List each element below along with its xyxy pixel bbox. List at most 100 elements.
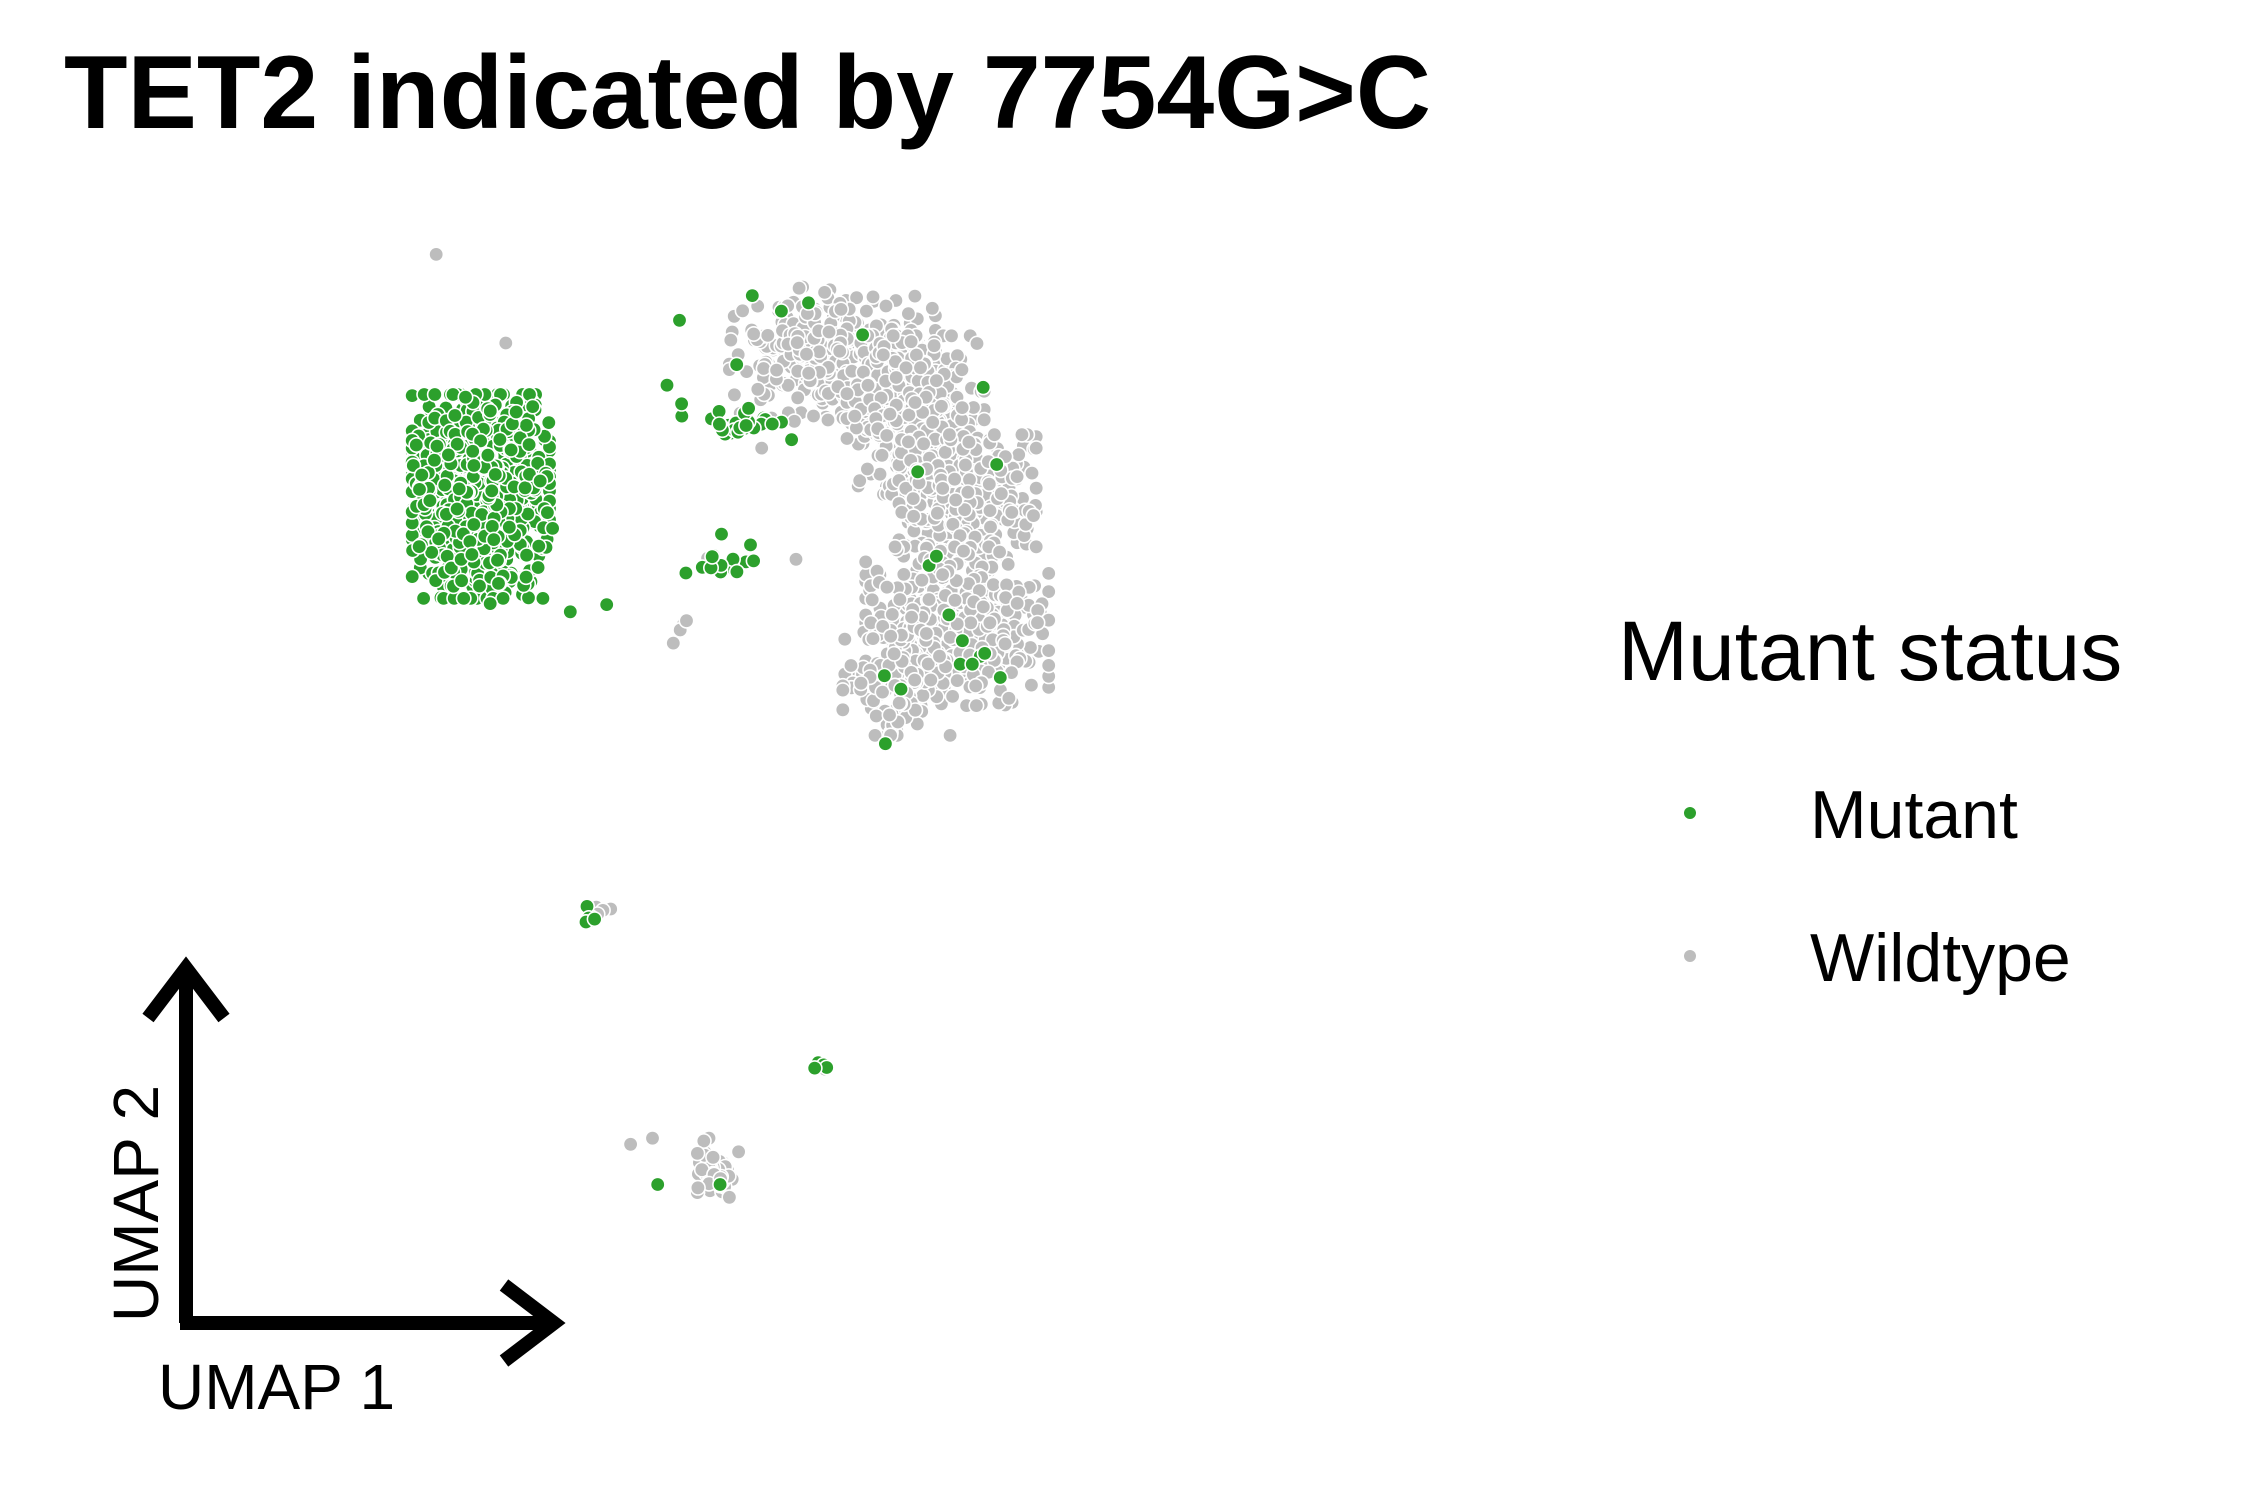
mutant-point <box>411 481 428 498</box>
wildtype-point <box>891 694 908 711</box>
mutant-point <box>482 595 499 612</box>
wildtype-point <box>886 538 903 555</box>
wildtype-point <box>428 246 445 263</box>
mutant-point <box>876 667 893 684</box>
mutant-point <box>649 1176 666 1193</box>
mutant-point <box>975 379 992 396</box>
wildtype-point <box>1009 468 1026 485</box>
mutant-point <box>426 452 443 469</box>
wildtype-point <box>968 697 985 714</box>
wildtype-point <box>886 645 903 662</box>
wildtype-point <box>832 301 849 318</box>
mutant-point <box>928 548 945 565</box>
mutant-point <box>740 400 757 417</box>
wildtype-point <box>903 609 920 626</box>
wildtype-point <box>1003 504 1020 521</box>
legend-key-mutant <box>1684 807 1696 819</box>
wildtype-point <box>798 346 815 363</box>
wildtype-point <box>689 1179 706 1196</box>
wildtype-point <box>800 365 817 382</box>
mutant-point <box>530 559 547 576</box>
wildtype-point <box>1000 556 1017 573</box>
mutant-point <box>411 538 428 555</box>
wildtype-point <box>882 628 899 645</box>
wildtype-point <box>1010 446 1027 463</box>
mutant-point <box>992 669 1009 686</box>
mutant-point <box>742 536 759 553</box>
mutant-point <box>539 504 556 521</box>
mutant-point <box>800 294 817 311</box>
wildtype-point <box>864 288 881 305</box>
wildtype-point <box>745 325 762 342</box>
mutant-point <box>530 538 547 555</box>
wildtype-point <box>884 606 901 623</box>
mutant-point <box>464 443 481 460</box>
wildtype-point <box>944 516 961 533</box>
mutant-point <box>745 552 762 569</box>
chart-title: TET2 indicated by 7754G>C <box>64 35 1431 151</box>
wildtype-point <box>924 414 941 431</box>
wildtype-point <box>497 334 514 351</box>
wildtype-point <box>873 447 890 464</box>
wildtype-point <box>956 501 973 518</box>
wildtype-point <box>981 502 998 519</box>
plot-area <box>404 246 1057 1206</box>
wildtype-point <box>789 334 806 351</box>
wildtype-point <box>1024 465 1041 482</box>
wildtype-point <box>1040 642 1057 659</box>
mutant-point <box>479 447 496 464</box>
mutant-point <box>518 547 535 564</box>
wildtype-point <box>913 572 930 589</box>
wildtype-point <box>942 727 959 744</box>
mutant-point <box>671 312 688 329</box>
wildtype-point <box>705 1149 722 1166</box>
mutant-point <box>954 632 971 649</box>
wildtype-point <box>997 635 1014 652</box>
wildtype-point <box>857 553 874 570</box>
mutant-point <box>440 446 457 463</box>
wildtype-point <box>912 359 929 376</box>
mutant-point <box>712 1176 729 1193</box>
wildtype-point <box>934 566 951 583</box>
wildtype-point <box>933 398 950 415</box>
mutant-point <box>449 500 466 517</box>
wildtype-point <box>953 361 970 378</box>
mutant-point <box>728 563 745 580</box>
wildtype-point <box>955 543 972 560</box>
mutant-point <box>534 590 551 607</box>
mutant-point <box>773 303 790 320</box>
wildtype-point <box>975 598 992 615</box>
wildtype-point <box>811 343 828 360</box>
wildtype-point <box>1029 614 1046 631</box>
mutant-point <box>408 436 425 453</box>
wildtype-point <box>991 543 1008 560</box>
wildtype-point <box>851 472 868 489</box>
mutant-point <box>544 520 561 537</box>
wildtype-point <box>836 631 853 648</box>
wildtype-point <box>789 389 806 406</box>
wildtype-point <box>866 727 883 744</box>
wildtype-point <box>924 300 941 317</box>
wildtype-point <box>900 433 917 450</box>
wildtype-point <box>982 518 999 535</box>
wildtype-point <box>768 362 785 379</box>
wildtype-point <box>985 576 1002 593</box>
wildtype-point <box>943 327 960 344</box>
wildtype-point <box>1028 480 1045 497</box>
mutant-point <box>806 1060 823 1077</box>
wildtype-point <box>722 332 739 349</box>
wildtype-point <box>877 297 894 314</box>
wildtype-point <box>1000 690 1017 707</box>
mutant-point <box>428 438 445 455</box>
mutant-point <box>524 398 541 415</box>
wildtype-point <box>678 612 695 629</box>
wildtype-point <box>957 456 974 473</box>
wildtype-point <box>946 592 963 609</box>
mutant-point <box>713 526 730 543</box>
wildtype-point <box>931 648 948 665</box>
wildtype-point <box>878 579 895 596</box>
wildtype-point <box>920 655 937 672</box>
mutant-point <box>711 416 728 433</box>
wildtype-point <box>1040 565 1057 582</box>
mutant-point <box>892 681 909 698</box>
